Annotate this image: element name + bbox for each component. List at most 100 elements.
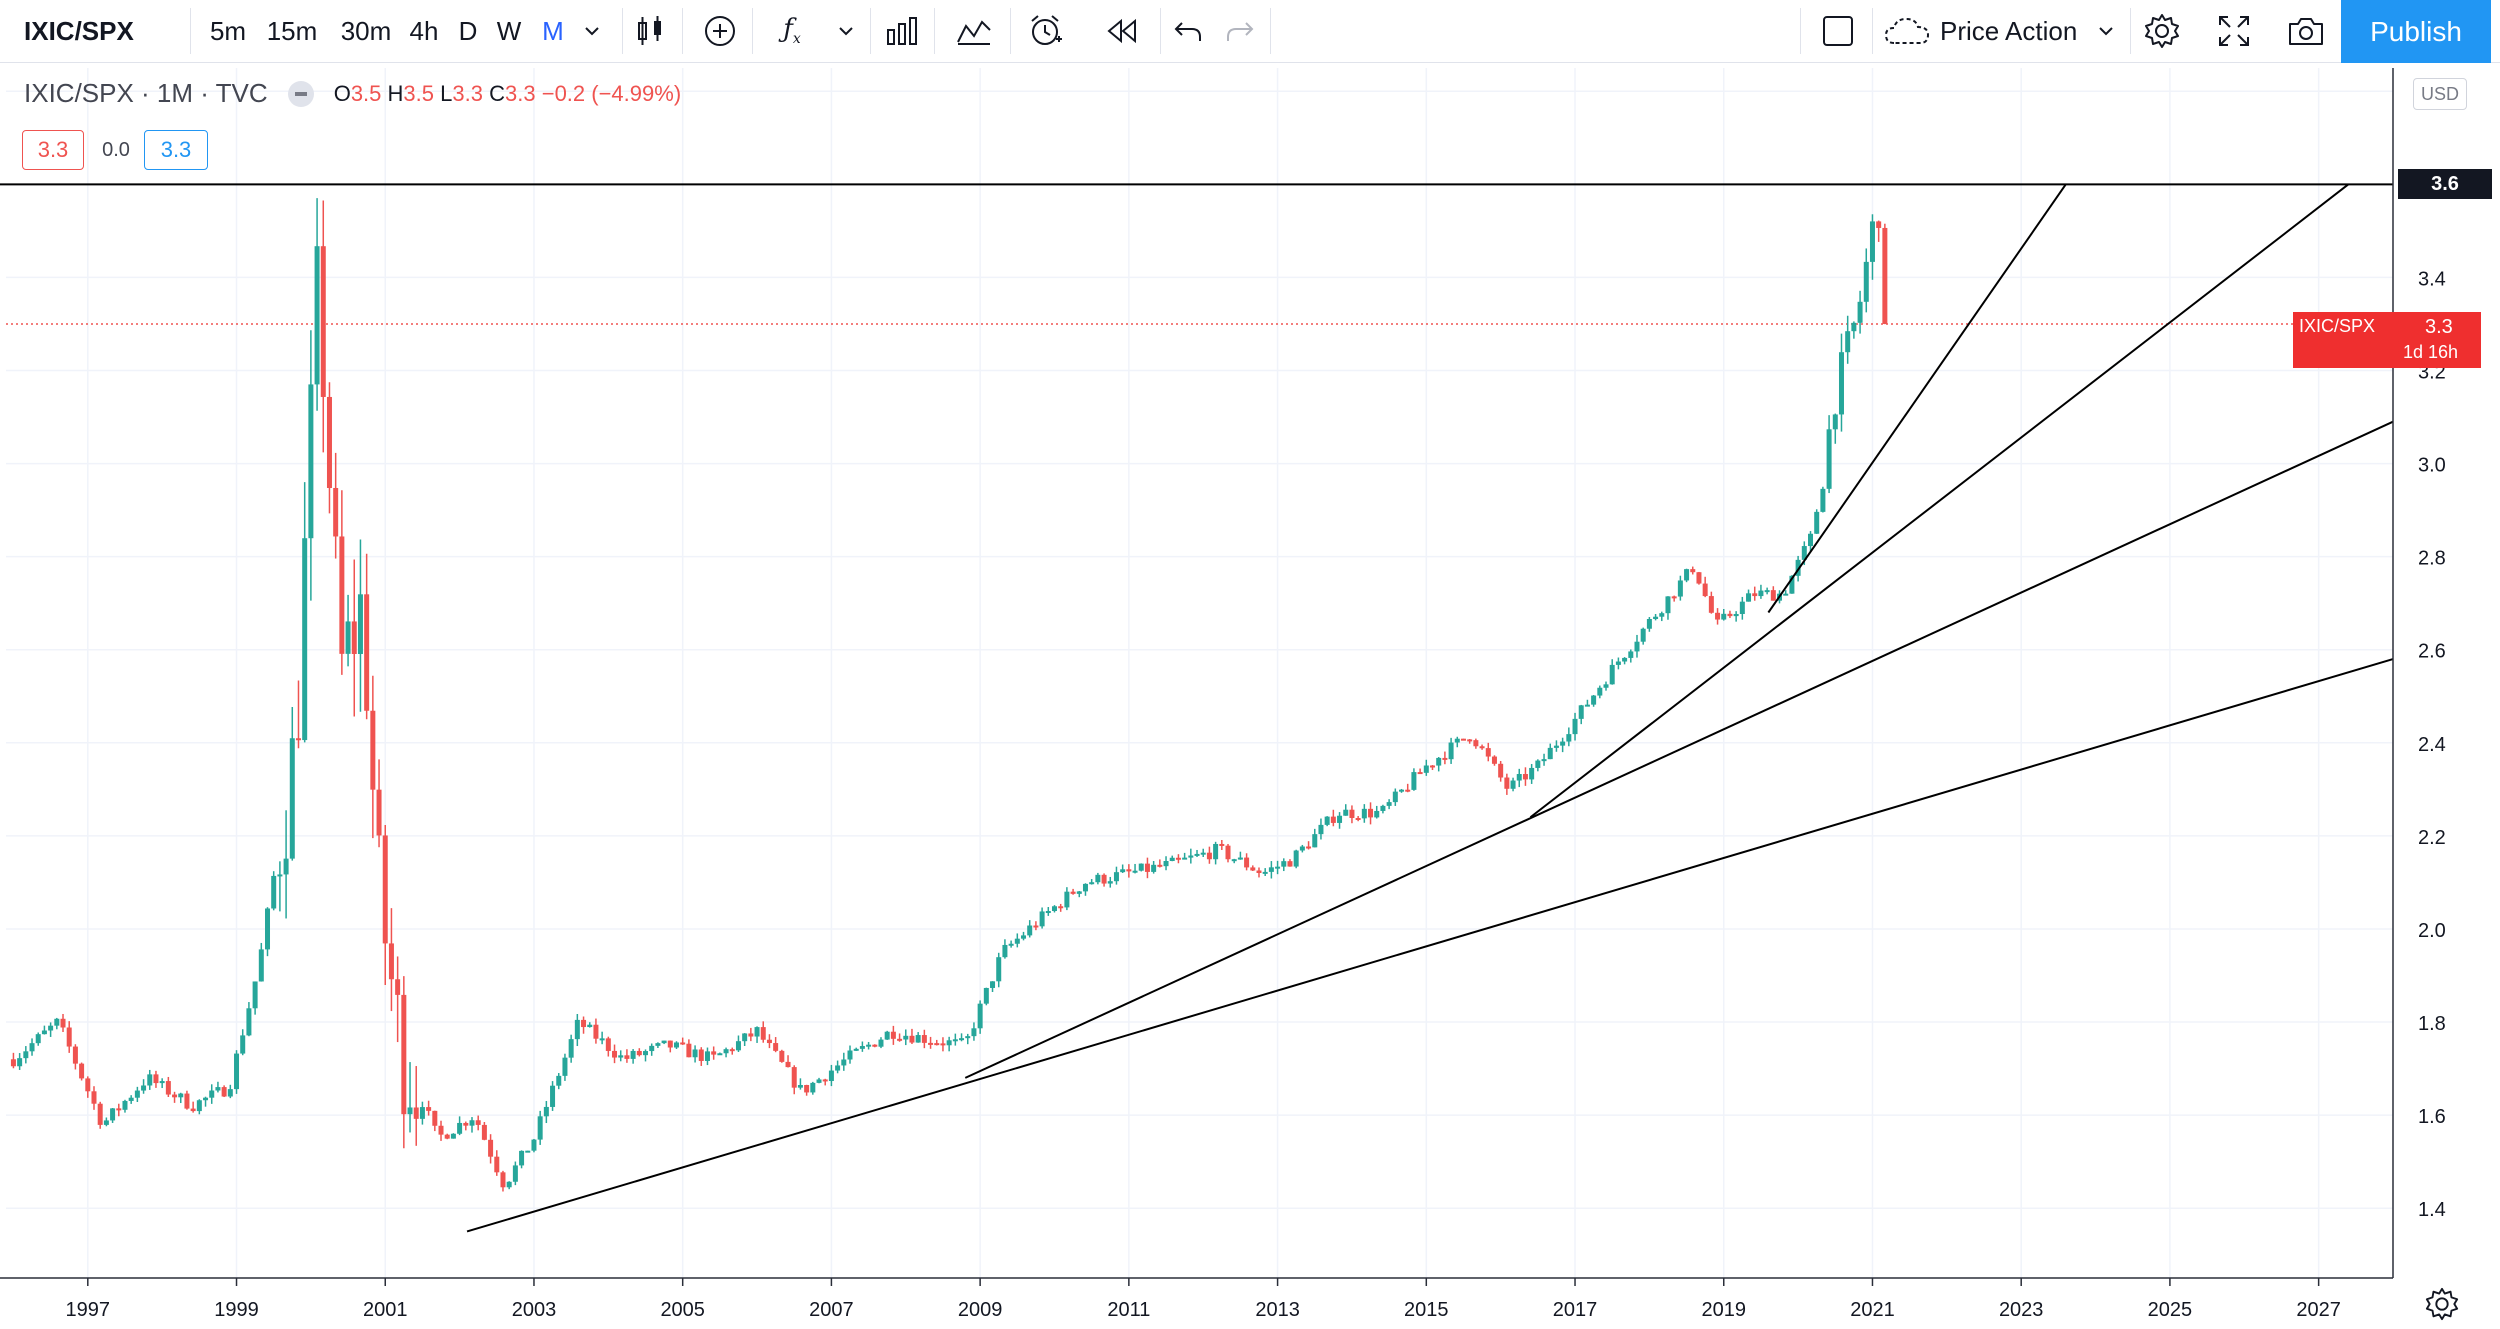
candle-body [494, 1156, 500, 1173]
candle-body [339, 536, 345, 654]
financials-button[interactable] [882, 0, 922, 62]
candle-body [1659, 613, 1665, 617]
candle-body [859, 1046, 865, 1049]
chevron-down-icon [585, 27, 599, 36]
snapshot-button[interactable] [2286, 0, 2326, 62]
compare-button[interactable] [954, 0, 994, 62]
candle-body [159, 1081, 165, 1084]
candle-body [1281, 861, 1287, 867]
x-tick-label: 2005 [660, 1299, 705, 1321]
candle-body [624, 1055, 630, 1059]
candle-body [1250, 867, 1256, 871]
candle-body [1237, 857, 1243, 860]
x-tick-label: 2021 [1850, 1299, 1895, 1321]
interval-d[interactable]: D [458, 15, 478, 46]
candle-body [841, 1059, 847, 1066]
candle-body [655, 1043, 661, 1046]
layout-button[interactable] [1818, 0, 1858, 62]
candle-body [1213, 843, 1219, 860]
interval-15m[interactable]: 15m [266, 15, 318, 46]
indicators-button[interactable]: ƒx [772, 0, 812, 62]
axis-settings-button[interactable] [2424, 1286, 2464, 1326]
candle-body [928, 1042, 934, 1045]
settings-button[interactable] [2142, 0, 2182, 62]
candle-body [1312, 834, 1318, 848]
candle-body [717, 1053, 723, 1056]
legend-toggle[interactable] [287, 80, 314, 107]
candle-body [853, 1048, 859, 1051]
interval-dropdown[interactable] [572, 0, 612, 62]
candle-body [1628, 651, 1634, 658]
candle-body [636, 1050, 642, 1056]
redo-button[interactable] [1220, 0, 1260, 62]
candle-body [1380, 805, 1386, 811]
y-tick-label: 3.4 [2418, 268, 2446, 290]
candle-body [1361, 808, 1367, 819]
candle-body [172, 1094, 178, 1098]
candle-body [1491, 756, 1497, 764]
candle-body [810, 1082, 816, 1093]
candle-body [17, 1058, 23, 1067]
symbol-search[interactable]: IXIC/SPX [24, 15, 134, 46]
sell-badge[interactable]: 3.3 [22, 130, 84, 170]
add-indicator-button[interactable] [700, 0, 740, 62]
candle-body [1622, 657, 1628, 662]
currency-label[interactable]: USD [2413, 78, 2467, 110]
interval-30m[interactable]: 30m [340, 15, 392, 46]
candle-body [965, 1036, 971, 1039]
candle-body [1746, 593, 1752, 602]
buy-badge[interactable]: 3.3 [144, 130, 208, 170]
candle-body [240, 1035, 246, 1054]
indicators-dropdown[interactable] [828, 0, 864, 62]
candle-body [1516, 774, 1522, 781]
candle-body [184, 1093, 190, 1109]
fullscreen-button[interactable] [2214, 0, 2254, 62]
candle-body [1485, 748, 1491, 757]
undo-button[interactable] [1168, 0, 1208, 62]
trendlines-layer [466, 183, 2394, 1233]
interval-4h[interactable]: 4h [409, 15, 439, 46]
undo-icon [1174, 22, 1201, 41]
candle-body [295, 738, 301, 741]
interval-w[interactable]: W [496, 15, 522, 46]
candle-body [1058, 906, 1064, 909]
bar-countdown: 1d 16h [2403, 341, 2459, 362]
candle-body [630, 1050, 636, 1059]
candle-body [1770, 590, 1776, 601]
candle-body [1721, 613, 1727, 620]
candle-body [271, 875, 277, 909]
trendline [466, 658, 2394, 1233]
candle-body [1206, 852, 1212, 860]
candle-body [735, 1041, 741, 1051]
candle-body [537, 1116, 543, 1140]
alert-icon [1031, 15, 1062, 45]
candle-body [215, 1087, 221, 1091]
candle-body [1795, 559, 1801, 576]
replay-button[interactable] [1102, 0, 1142, 62]
candle-body [357, 594, 363, 654]
candle-body [1653, 616, 1659, 620]
chart-type-button[interactable] [630, 0, 670, 62]
candle-body [512, 1165, 518, 1182]
x-tick-label: 1997 [66, 1299, 111, 1321]
candle-body [1349, 809, 1355, 818]
trendline [1767, 183, 2067, 614]
candle-body [661, 1040, 667, 1044]
candle-body [742, 1033, 748, 1042]
template-button[interactable]: Price Action [1884, 0, 2124, 62]
interval-5m[interactable]: 5m [209, 15, 247, 46]
template-dropdown[interactable] [2092, 0, 2120, 62]
alert-button[interactable] [1026, 0, 1066, 62]
grid [6, 68, 2393, 1278]
candle-body [413, 1107, 419, 1119]
candle-body [1423, 765, 1429, 773]
candle-body [612, 1050, 618, 1058]
candle-body [1783, 593, 1789, 596]
candle-body [1299, 846, 1305, 851]
publish-button[interactable]: Publish [2341, 0, 2491, 63]
candle-body [1603, 684, 1609, 688]
candle-body [308, 384, 314, 539]
candle-body [847, 1050, 853, 1060]
interval-m[interactable]: M [542, 15, 564, 46]
